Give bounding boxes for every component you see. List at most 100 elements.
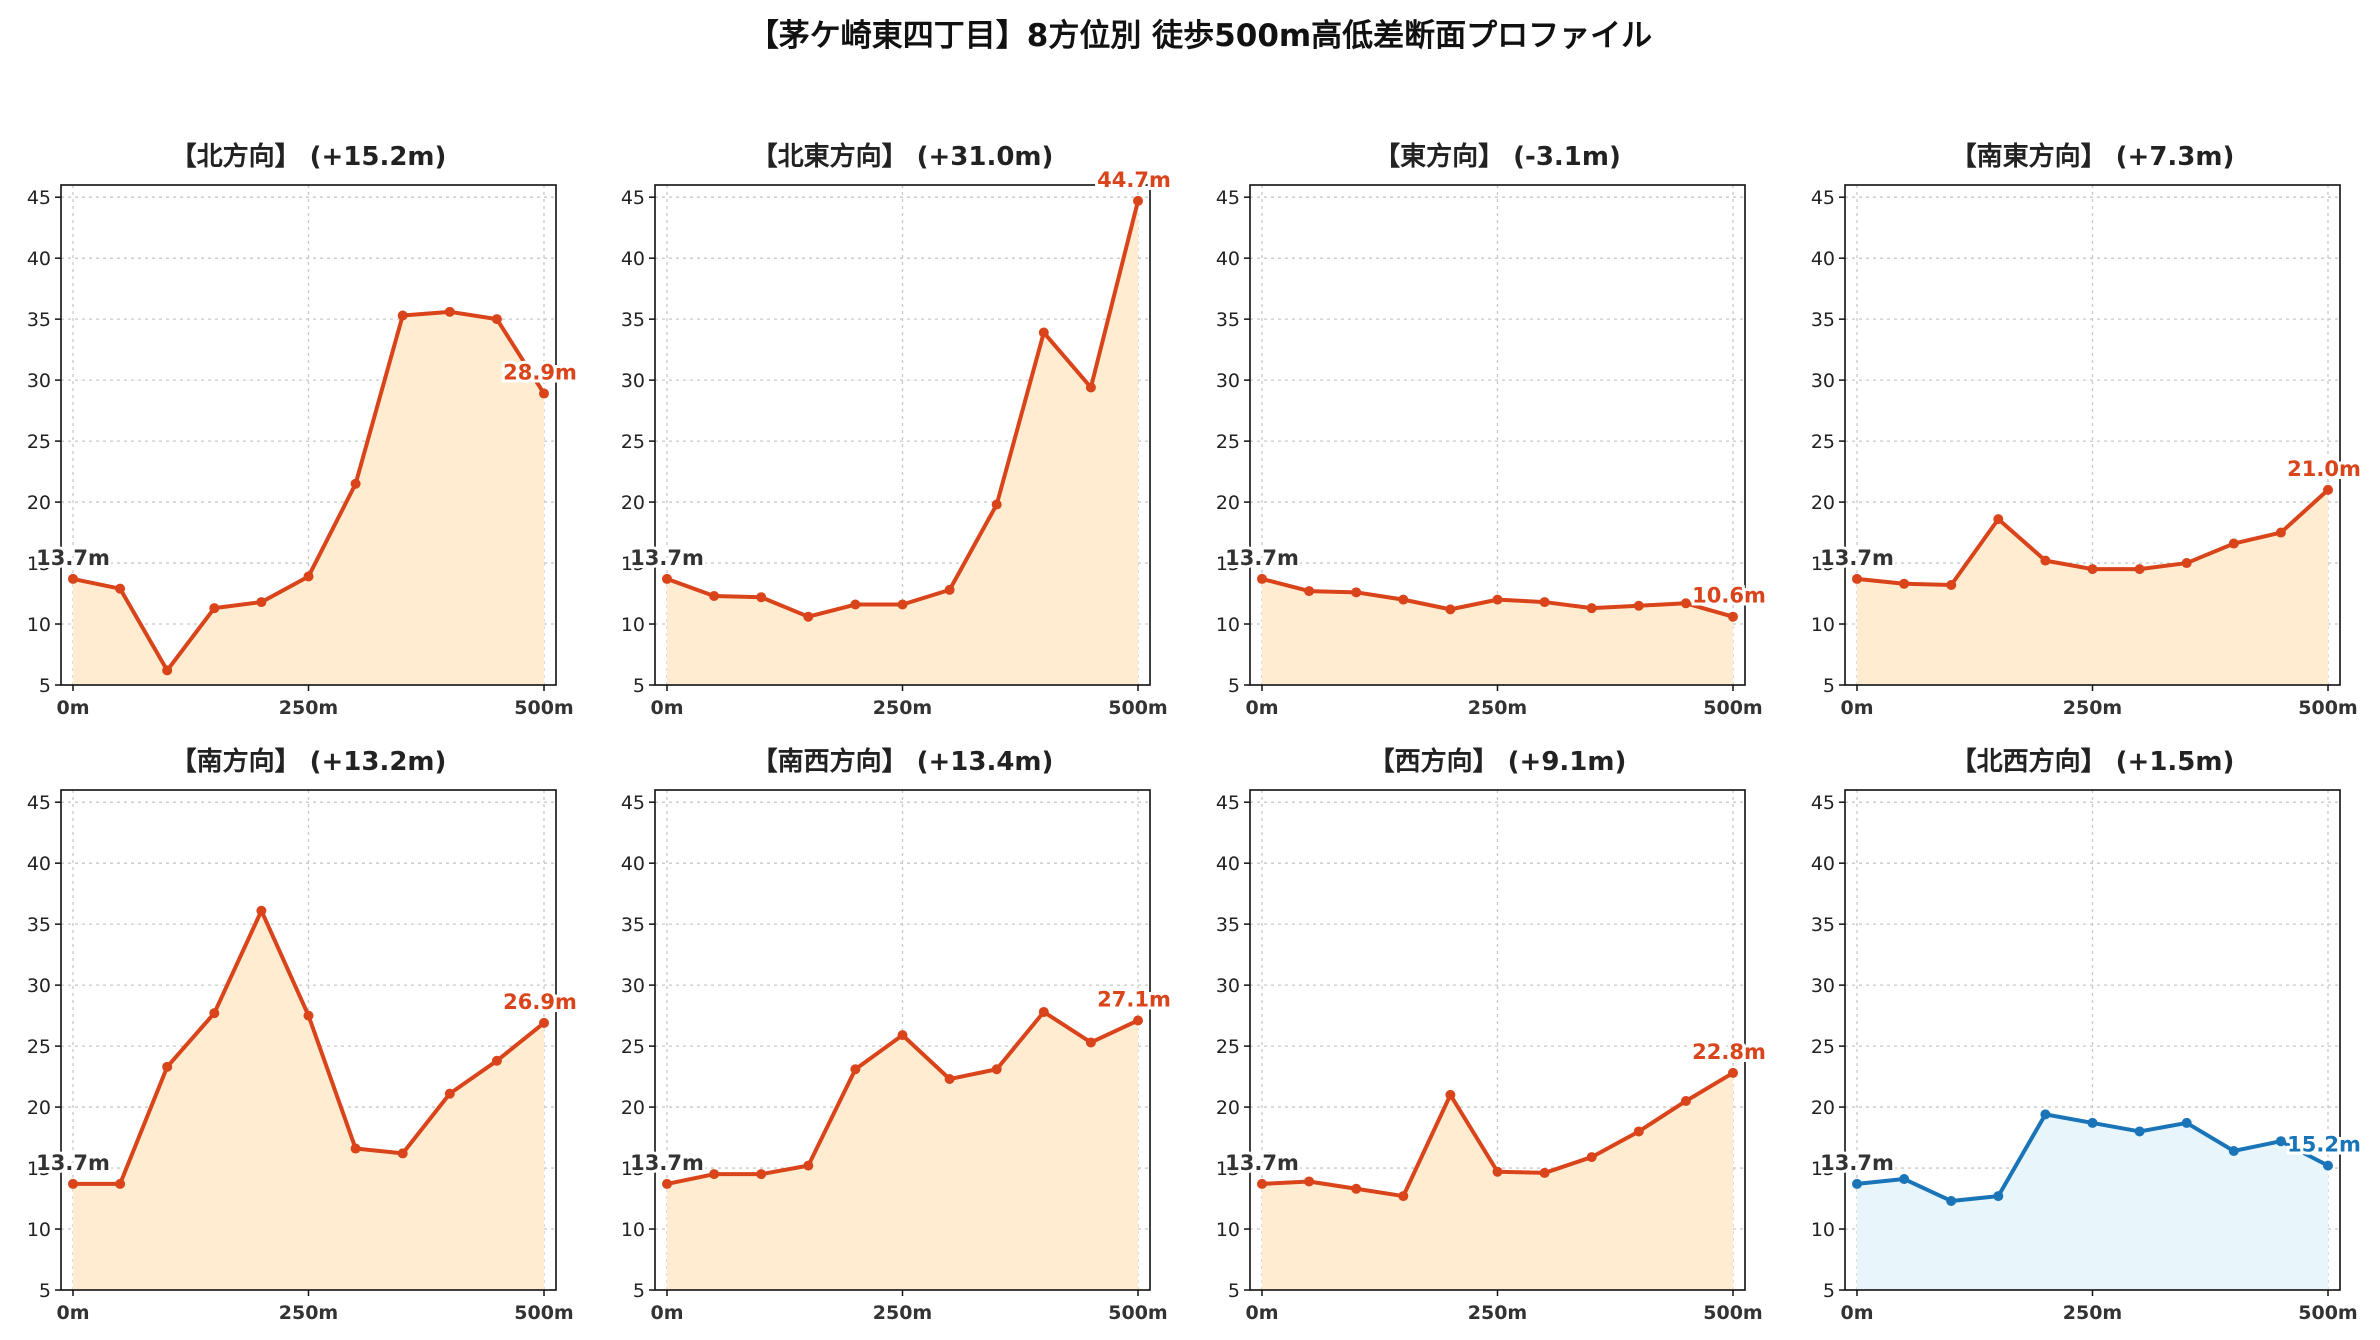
x-tick-label: 250m: [873, 1302, 932, 1324]
y-tick-label: 15: [621, 1158, 645, 1180]
x-tick-label: 0m: [650, 1302, 683, 1324]
data-point: [1038, 1006, 1049, 1017]
y-tick-label: 35: [1811, 309, 1835, 331]
data-point: [897, 1030, 908, 1041]
x-tick-label: 0m: [650, 697, 683, 719]
y-tick-label: 35: [1811, 914, 1835, 936]
data-point: [2275, 1136, 2286, 1147]
end-elevation-label: 27.1m: [1097, 987, 1171, 1011]
start-elevation-label: 13.7m: [36, 546, 110, 570]
data-point: [1852, 573, 1862, 584]
y-tick-label: 5: [633, 675, 645, 697]
profile-area: [73, 311, 544, 685]
data-point: [1680, 1095, 1691, 1106]
profile-area: [1262, 1072, 1733, 1290]
x-tick-label: 0m: [1840, 697, 1873, 719]
y-tick-label: 25: [621, 431, 645, 453]
y-tick-label: 40: [621, 248, 645, 270]
y-tick-label: 40: [1811, 853, 1835, 875]
x-tick-label: 250m: [2063, 697, 2122, 719]
y-tick-label: 40: [621, 853, 645, 875]
start-elevation-label: 13.7m: [36, 1151, 110, 1175]
panel-6: 【西方向】 (+9.1m) 5 10 15 20 25 30 35 40 45 0m 250m 500m…: [1216, 746, 1769, 1324]
data-point: [803, 611, 814, 622]
y-tick-label: 30: [1811, 370, 1835, 392]
profile-area: [1262, 578, 1733, 685]
x-tick-label: 500m: [1108, 697, 1167, 719]
data-point: [1586, 1152, 1597, 1163]
data-point: [2228, 538, 2239, 549]
y-tick-label: 40: [27, 248, 51, 270]
data-point: [115, 1178, 126, 1189]
data-point: [539, 388, 549, 399]
y-tick-label: 25: [1216, 1036, 1240, 1058]
y-tick-label: 10: [621, 614, 645, 636]
data-point: [756, 592, 767, 603]
panel-0: 【北方向】 (+15.2m) 5 10 15 20 25 30 35 40 45 0m 250m 500…: [27, 141, 580, 719]
data-point: [303, 571, 314, 582]
data-point: [256, 597, 267, 608]
data-point: [1993, 1191, 2004, 1202]
data-point: [2181, 558, 2192, 569]
y-tick-label: 45: [621, 187, 645, 209]
x-tick-label: 500m: [1108, 1302, 1167, 1324]
data-point: [2323, 1160, 2333, 1171]
data-point: [662, 573, 672, 584]
y-tick-label: 10: [621, 1219, 645, 1241]
y-tick-label: 20: [27, 492, 51, 514]
data-point: [991, 1064, 1002, 1075]
panel-1: 【北東方向】 (+31.0m) 5 10 15 20 25 30 35 40 45 0m 250m 50…: [621, 141, 1174, 719]
data-point: [1351, 587, 1362, 598]
y-tick-label: 15: [1216, 1158, 1240, 1180]
end-elevation-label: 44.7m: [1097, 168, 1171, 192]
data-point: [1539, 597, 1550, 608]
start-elevation-label: 13.7m: [1225, 1151, 1299, 1175]
x-tick-label: 0m: [1245, 1302, 1278, 1324]
data-point: [1852, 1178, 1862, 1189]
start-elevation-label: 13.7m: [630, 1151, 704, 1175]
y-tick-label: 45: [27, 792, 51, 814]
data-point: [1993, 514, 2004, 525]
y-tick-label: 20: [1811, 492, 1835, 514]
data-point: [1398, 594, 1409, 605]
data-point: [491, 1055, 502, 1066]
data-point: [662, 1178, 672, 1189]
data-point: [1085, 1037, 1096, 1048]
y-tick-label: 25: [621, 1036, 645, 1058]
x-tick-label: 500m: [2298, 1302, 2357, 1324]
y-tick-label: 10: [1811, 614, 1835, 636]
data-point: [1899, 1174, 1910, 1185]
y-tick-label: 10: [27, 614, 51, 636]
data-point: [162, 1061, 173, 1072]
profile-area: [1857, 1114, 2328, 1290]
data-point: [1445, 1089, 1456, 1100]
data-point: [756, 1169, 767, 1180]
data-point: [1728, 1067, 1738, 1078]
x-tick-label: 0m: [1245, 697, 1278, 719]
data-point: [1304, 1176, 1315, 1187]
data-point: [897, 599, 908, 610]
data-point: [1680, 598, 1691, 609]
y-tick-label: 5: [1228, 675, 1240, 697]
data-point: [1539, 1167, 1550, 1178]
panel-2: 【東方向】 (-3.1m) 5 10 15 20 25 30 35 40 45 0m 250m 500m…: [1216, 141, 1769, 719]
y-tick-label: 30: [1216, 370, 1240, 392]
data-point: [1492, 594, 1503, 605]
data-point: [2134, 1126, 2145, 1137]
data-point: [68, 1178, 78, 1189]
y-tick-label: 25: [27, 1036, 51, 1058]
y-tick-label: 5: [39, 1280, 51, 1302]
panel-title: 【南方向】 (+13.2m): [171, 746, 447, 777]
data-point: [709, 590, 720, 601]
y-tick-label: 25: [1216, 431, 1240, 453]
y-tick-label: 25: [1811, 431, 1835, 453]
data-point: [1257, 1178, 1267, 1189]
data-point: [1586, 603, 1597, 614]
x-tick-label: 500m: [1703, 1302, 1762, 1324]
y-tick-label: 30: [621, 370, 645, 392]
y-tick-label: 45: [1811, 792, 1835, 814]
x-tick-label: 250m: [279, 1302, 338, 1324]
panel-title: 【南東方向】 (+7.3m): [1951, 141, 2235, 172]
y-tick-label: 40: [1216, 248, 1240, 270]
